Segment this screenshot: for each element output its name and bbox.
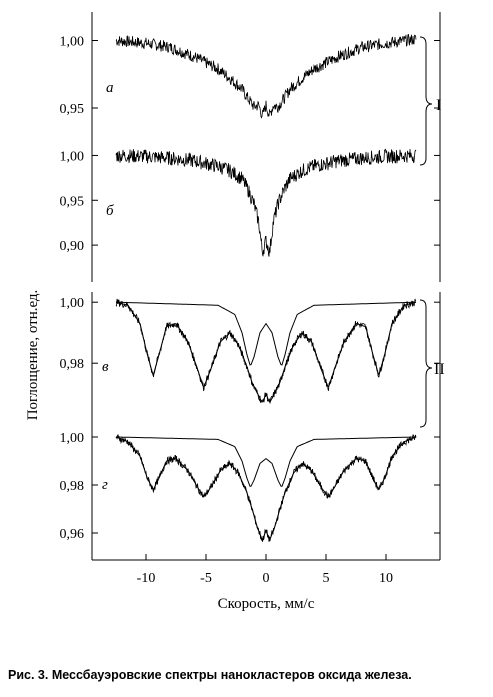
figure-caption: Рис. 3. Мессбауэровские спектры наноклас… <box>8 668 412 682</box>
y-tick-label: 1,00 <box>60 35 85 50</box>
fit-curve-г-0 <box>115 436 417 540</box>
panel-letter-a: а <box>106 80 114 96</box>
x-tick-label: 0 <box>263 571 270 586</box>
y-tick-label: 0,96 <box>60 527 85 542</box>
x-tick-label: 10 <box>379 571 393 586</box>
plot-frame <box>91 12 441 561</box>
y-tick-label: 0,95 <box>60 194 85 209</box>
y-tick-label: 0,98 <box>60 357 85 372</box>
y-tick-label: 0,95 <box>60 102 85 117</box>
x-tick-label: 5 <box>323 571 330 586</box>
y-tick-label: 0,90 <box>60 239 85 254</box>
panel-letter-g: г <box>102 477 108 493</box>
x-axis-title: Скорость, мм/с <box>218 596 315 612</box>
panel-letter-v: в <box>102 359 109 375</box>
x-tick-label: -5 <box>200 571 212 586</box>
fit-curve-в-1 <box>116 301 416 366</box>
spectra <box>115 33 417 542</box>
x-tick-label: -10 <box>137 571 156 586</box>
y-tick-label: 1,00 <box>60 149 85 164</box>
group-label-I: I <box>436 97 441 114</box>
fit-curve-в-0 <box>115 301 417 403</box>
y-tick-label: 1,00 <box>60 431 85 446</box>
y-tick-label: 0,98 <box>60 479 85 494</box>
spectrum-trace-а <box>115 33 417 119</box>
group-brace-I <box>419 36 433 166</box>
y-axis-title: Поглощение, отн.ед. <box>25 290 41 421</box>
x-ticks: -10 -5 0 5 10 <box>137 554 393 586</box>
fit-curve-г-1 <box>116 436 416 487</box>
group-label-II: II <box>434 361 445 378</box>
group-brace-II <box>419 299 433 428</box>
spectrum-trace-б <box>115 148 417 257</box>
y-tick-label: 1,00 <box>60 296 85 311</box>
panel-letter-b: б <box>106 203 114 219</box>
spectrum-trace-в <box>115 298 416 404</box>
spectrum-trace-г <box>115 433 417 542</box>
y-ticks: 1,00 0,95 1,00 0,95 0,90 1,00 0,98 1,00 0,98 0,96 <box>60 35 440 542</box>
